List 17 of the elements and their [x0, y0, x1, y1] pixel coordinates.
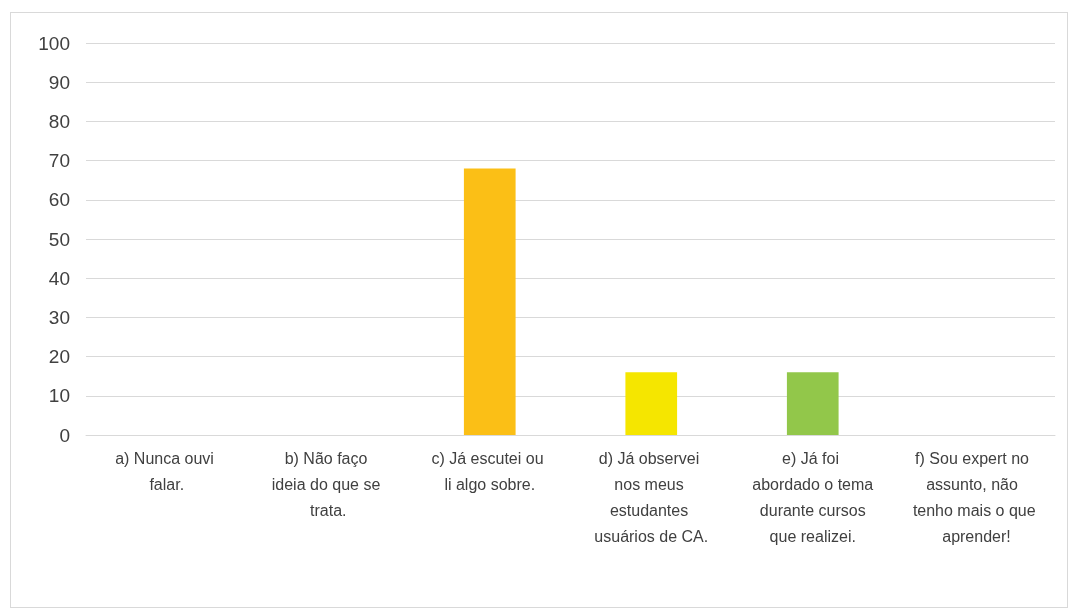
y-tick-label: 80 [48, 110, 70, 132]
y-tick-label: 10 [48, 385, 70, 407]
y-tick-label: 30 [48, 306, 70, 328]
y-tick-label: 50 [48, 228, 70, 250]
x-tick-label: b) Não faço ideia do que se trata. [271, 449, 385, 519]
x-tick-label: d) Já observei nos meus estudantes usuários de CA. [594, 449, 709, 545]
y-tick-label: 60 [48, 189, 70, 211]
x-tick-label: c) Já escutei ou li algo sobre. [431, 449, 548, 493]
x-tick-label: f) Sou expert no assunto, não tenho mais o que aprender! [912, 449, 1036, 545]
y-tick-label: 100 [38, 32, 70, 54]
y-tick-label: 90 [48, 71, 70, 93]
y-tick-label: 70 [48, 150, 70, 172]
y-tick-label: 0 [59, 424, 70, 446]
x-tick-label: a) Nunca ouvi falar. [115, 449, 219, 493]
y-tick-label: 40 [48, 267, 70, 289]
x-tick-label: e) Já foi abordado o tema durante cursos que realizei. [752, 449, 874, 545]
y-tick-label: 20 [48, 346, 70, 368]
